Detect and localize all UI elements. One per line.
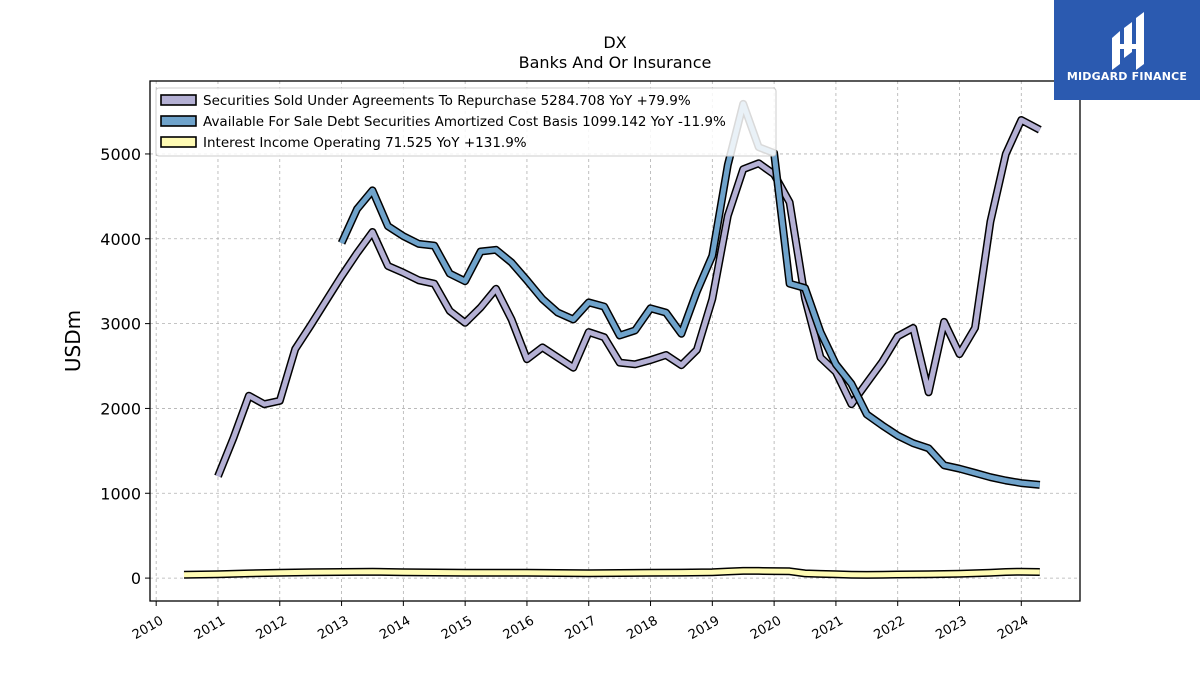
x-tick-label: 2011: [192, 613, 228, 643]
y-axis-label: USDm: [61, 310, 85, 372]
y-tick-label: 4000: [100, 230, 141, 249]
y-tick-label: 0: [131, 569, 141, 588]
plot-frame: [149, 80, 1081, 602]
legend: Securities Sold Under Agreements To Repu…: [155, 87, 777, 157]
x-tick-label: 2010: [130, 613, 166, 643]
chart-subtitle: Banks And Or Insurance: [519, 53, 712, 72]
series-3: [183, 566, 1040, 579]
x-tick-label: 2017: [563, 613, 599, 643]
legend-label: Interest Income Operating 71.525 YoY +13…: [203, 135, 527, 151]
series-line: [339, 101, 1041, 488]
series-outline: [337, 99, 1041, 489]
x-tick-label: 2022: [872, 613, 908, 643]
brand-logo: MIDGARD FINANCE: [1054, 0, 1200, 100]
x-tick-label: 2021: [810, 613, 846, 643]
x-tick-label: 2014: [377, 613, 413, 643]
logo-icon: [1054, 0, 1200, 100]
chart-title: DX: [603, 33, 626, 52]
x-tick-label: 2024: [995, 613, 1031, 643]
legend-swatch: [160, 94, 197, 106]
y-tick-label: 3000: [100, 315, 141, 334]
series-line: [183, 568, 1040, 578]
series-line: [215, 117, 1041, 478]
y-tick-label: 2000: [100, 399, 141, 418]
x-tick-label: 2016: [501, 613, 537, 643]
legend-label: Available For Sale Debt Securities Amort…: [203, 114, 726, 130]
x-tick-label: 2012: [254, 613, 290, 643]
logo-text: MIDGARD FINANCE: [1066, 70, 1188, 83]
x-tick-label: 2019: [686, 613, 722, 643]
series-lines: [183, 99, 1042, 579]
x-tick-label: 2023: [933, 613, 969, 643]
legend-box: [155, 87, 777, 157]
legend-label: Securities Sold Under Agreements To Repu…: [203, 93, 691, 109]
y-tick-label: 5000: [100, 145, 141, 164]
legend-swatch: [160, 115, 197, 127]
legend-swatch: [160, 136, 197, 148]
series-2: [337, 99, 1041, 489]
series-1: [214, 116, 1042, 478]
axes: 0 1000 2000 3000 4000 5000 2010 2011 2012 2013 201…: [100, 145, 1031, 643]
x-tick-label: 2015: [439, 613, 475, 643]
x-tick-label: 2018: [624, 613, 660, 643]
x-tick-label: 2013: [315, 613, 351, 643]
x-tick-label: 2020: [748, 613, 784, 643]
y-tick-label: 1000: [100, 484, 141, 503]
